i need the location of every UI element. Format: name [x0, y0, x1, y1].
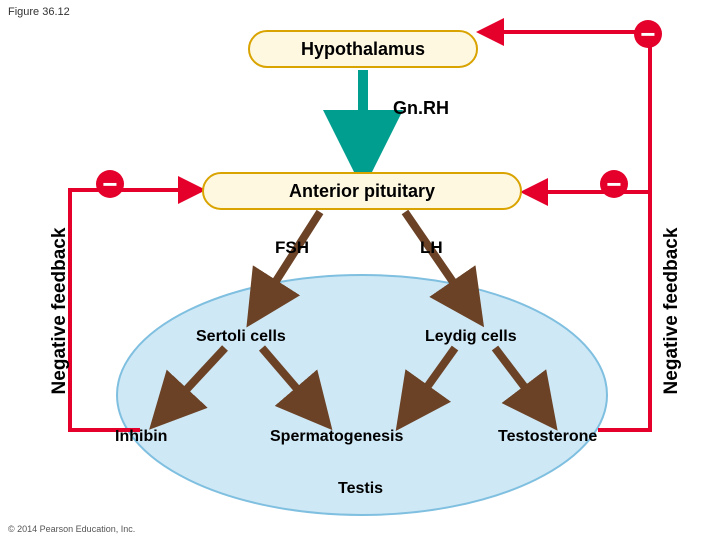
gnrh-label: Gn.RH	[393, 98, 449, 119]
figure-label: Figure 36.12	[8, 6, 70, 18]
fsh-arrow	[255, 212, 320, 314]
inhibin-label: Inhibin	[115, 428, 167, 446]
feedback-left-path	[70, 190, 198, 430]
minus-icon: −	[600, 170, 628, 198]
hypothalamus-box: Hypothalamus	[248, 30, 478, 68]
leydig-to-testo-arrow	[495, 348, 548, 418]
minus-icon: −	[634, 20, 662, 48]
testis-ellipse	[117, 275, 607, 515]
lh-label: LH	[420, 238, 443, 258]
diagram-svg	[0, 0, 720, 540]
testis-label: Testis	[338, 480, 383, 498]
sertoli-label: Sertoli cells	[196, 328, 286, 346]
copyright-text: © 2014 Pearson Education, Inc.	[8, 524, 135, 534]
lh-arrow	[405, 212, 475, 314]
leydig-label: Leydig cells	[425, 328, 517, 346]
hypothalamus-text: Hypothalamus	[301, 39, 425, 60]
neg-feedback-left-label: Negative feedback	[49, 221, 71, 401]
leydig-to-sperm-arrow	[405, 348, 455, 418]
testosterone-label: Testosterone	[498, 428, 597, 446]
sertoli-to-inhibin-arrow	[160, 348, 225, 418]
minus-icon: −	[96, 170, 124, 198]
spermatogenesis-label: Spermatogenesis	[270, 428, 403, 446]
anterior-pituitary-text: Anterior pituitary	[289, 181, 435, 202]
neg-feedback-right-label: Negative feedback	[661, 221, 683, 401]
anterior-pituitary-box: Anterior pituitary	[202, 172, 522, 210]
fsh-label: FSH	[275, 238, 309, 258]
sertoli-to-sperm-arrow	[262, 348, 322, 418]
feedback-right-outer-path	[484, 32, 650, 430]
